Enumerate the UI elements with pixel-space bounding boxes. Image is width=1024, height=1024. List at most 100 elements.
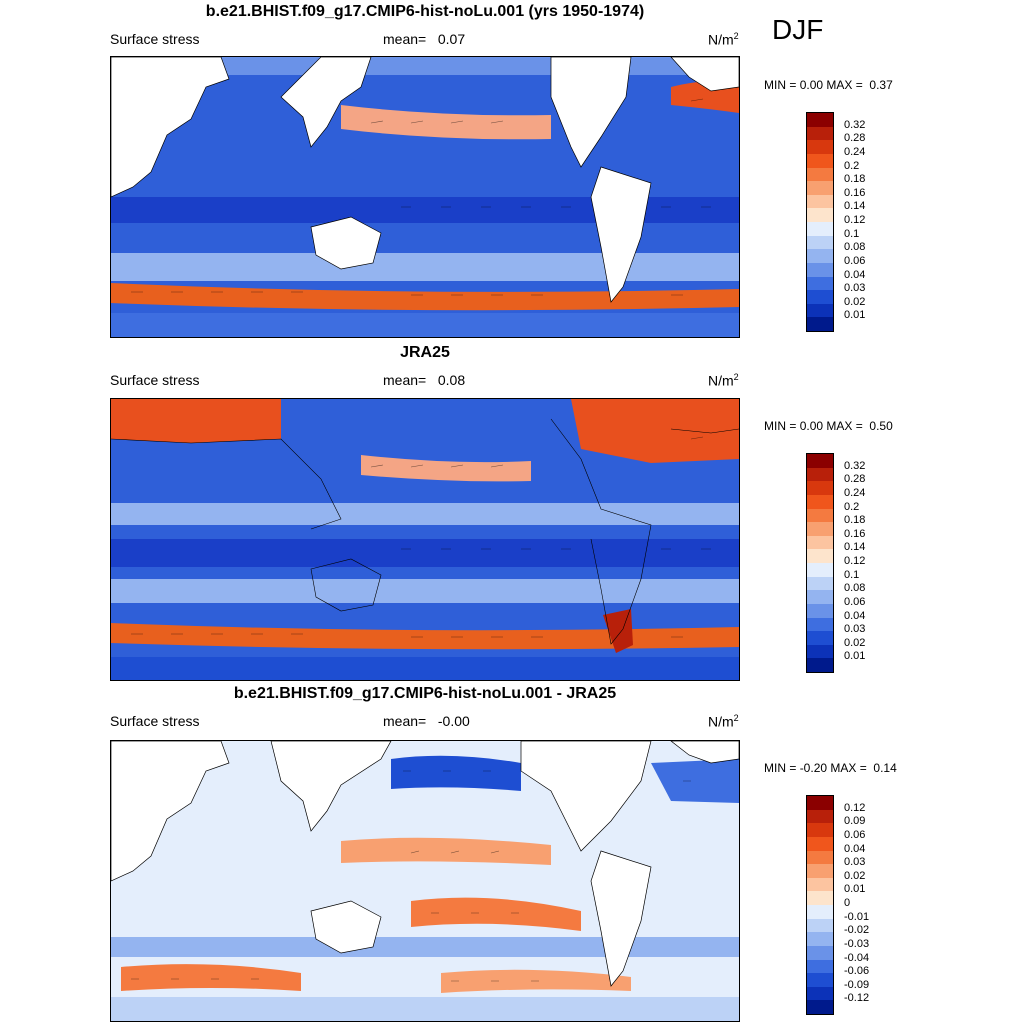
panel-3-min-value: -0.20: [799, 761, 828, 775]
colorbar-cell: [807, 522, 833, 536]
panel-1-map: [110, 56, 740, 338]
panel-2-min-value: 0.00: [799, 419, 824, 433]
colorbar-cell: [807, 549, 833, 563]
colorbar-tick-label: 0.09: [844, 815, 866, 828]
panel-3-colorbar: [806, 795, 834, 1015]
panel-2-map: [110, 398, 740, 681]
colorbar-cell: [807, 262, 833, 277]
colorbar-cell: [807, 603, 833, 618]
panel-2-colorbar-labels: 0.32 0.28 0.24 0.2 0.18 0.16 0.14 0.12 0.1 0.08 0.…: [844, 453, 904, 671]
colorbar-cell: [807, 290, 833, 304]
colorbar-tick-label: 0.08: [844, 582, 866, 595]
panel-3-mean-label: mean=: [383, 713, 427, 729]
panel-3-variable-label: Surface stress: [110, 713, 200, 729]
colorbar-cell: [807, 850, 833, 865]
colorbar-tick-label: 0.32: [844, 118, 866, 131]
panel-2-southern-ocean-band: [111, 623, 739, 650]
colorbar-cell: [807, 877, 833, 892]
panel-2-units-base: N/m: [708, 372, 734, 389]
panel-3-land-south-america: [590, 850, 652, 987]
colorbar-cell: [807, 153, 833, 168]
colorbar-cell: [807, 208, 833, 222]
panel-1-land-east-asia: [280, 57, 372, 148]
panel-2-stress-vectors: [131, 436, 711, 638]
colorbar-cell: [807, 467, 833, 482]
colorbar-tick-label: 0.02: [844, 869, 866, 882]
panel-3-north-pacific-negative: [391, 755, 521, 791]
panel-3-southern-positive: [121, 964, 301, 991]
panel-3-land-europe: [670, 741, 739, 764]
colorbar-tick-label: 0.28: [844, 473, 866, 486]
colorbar-cell: [807, 181, 833, 195]
colorbar-tick-label: 0.1: [844, 227, 860, 240]
colorbar-cell: [807, 658, 833, 672]
panel-3-land-eurasia-africa: [111, 741, 230, 882]
colorbar-tick-label: -0.01: [844, 910, 870, 923]
colorbar-tick-label: 0.2: [844, 159, 860, 172]
colorbar-tick-label: -0.06: [844, 965, 870, 978]
panel-3-mean-value: -0.00: [437, 713, 470, 729]
colorbar-tick-label: 0.12: [844, 801, 866, 814]
colorbar-cell: [807, 194, 833, 209]
panel-1-mean: mean= 0.07: [383, 31, 465, 47]
colorbar-tick-label: 0.2: [844, 500, 860, 513]
colorbar-tick-label: 0.03: [844, 282, 866, 295]
colorbar-tick-label: -0.03: [844, 937, 870, 950]
colorbar-tick-label: 0.08: [844, 241, 866, 254]
panel-3-map-field: [111, 741, 739, 1021]
colorbar-tick-label: 0.06: [844, 595, 866, 608]
colorbar-tick-label: 0.06: [844, 828, 866, 841]
panel-1-units-exponent: 2: [733, 31, 739, 41]
colorbar-tick-label: -0.02: [844, 924, 870, 937]
panel-3-land-north-america: [520, 741, 652, 852]
panel-1-mean-label: mean=: [383, 31, 427, 47]
colorbar-cell: [807, 809, 833, 824]
colorbar-cell: [807, 905, 833, 919]
panel-2-north-atlantic-maximum: [571, 399, 739, 463]
panel-3-max-value: 0.14: [873, 761, 897, 775]
colorbar-tick-label: 0.14: [844, 200, 866, 213]
colorbar-tick-label: 0.16: [844, 186, 866, 199]
panel-2-coastlines: [111, 418, 739, 645]
colorbar-tick-label: -0.09: [844, 978, 870, 991]
colorbar-cell: [807, 113, 833, 127]
colorbar-tick-label: 0.04: [844, 268, 866, 281]
panel-1-southern-ocean-band: [111, 283, 739, 311]
season-label: DJF: [772, 14, 824, 45]
colorbar-cell: [807, 918, 833, 933]
colorbar-tick-label: -0.12: [844, 992, 870, 1005]
panel-3-map: [110, 740, 740, 1022]
panel-1-units-base: N/m: [708, 31, 734, 48]
panel-2-mean-label: mean=: [383, 372, 427, 388]
colorbar-cell: [807, 222, 833, 236]
panel-1-title: b.e21.BHIST.f09_g17.CMIP6-hist-noLu.001 …: [205, 3, 645, 20]
colorbar-tick-label: 0.12: [844, 214, 866, 226]
colorbar-cell: [807, 891, 833, 905]
panel-1-land-australia: [310, 216, 382, 270]
colorbar-cell: [807, 140, 833, 154]
colorbar-tick-label: 0.24: [844, 486, 866, 499]
colorbar-tick-label: 0.06: [844, 254, 866, 267]
colorbar-cell: [807, 644, 833, 659]
panel-2-units: N/m2: [708, 372, 739, 389]
colorbar-cell: [807, 249, 833, 263]
colorbar-cell: [807, 932, 833, 946]
colorbar-cell: [807, 823, 833, 837]
panel-2-mean-value: 0.08: [437, 372, 466, 388]
panel-1-land-south-america: [590, 166, 652, 303]
colorbar-tick-label: 0.32: [844, 459, 866, 472]
colorbar-cell: [807, 945, 833, 960]
panel-1-stress-vectors: [131, 98, 711, 296]
panel-2-variable-label: Surface stress: [110, 372, 200, 388]
panel-3-land-east-asia: [270, 741, 392, 832]
panel-1-variable-label: Surface stress: [110, 31, 200, 47]
colorbar-cell: [807, 959, 833, 974]
colorbar-tick-label: 0.02: [844, 636, 866, 649]
panel-1-land-europe: [670, 57, 739, 92]
panel-2-mean: mean= 0.08: [383, 372, 465, 388]
panel-3-title: b.e21.BHIST.f09_g17.CMIP6-hist-noLu.001 …: [233, 685, 617, 702]
panel-2-units-exponent: 2: [733, 372, 739, 382]
colorbar-tick-label: 0.18: [844, 173, 866, 186]
panel-3-colorbar-labels: 0.12 0.09 0.06 0.04 0.03 0.02 0.01 0 -0.01 -0.02-…: [844, 795, 904, 1013]
panel-1-land-north-america: [550, 57, 632, 168]
